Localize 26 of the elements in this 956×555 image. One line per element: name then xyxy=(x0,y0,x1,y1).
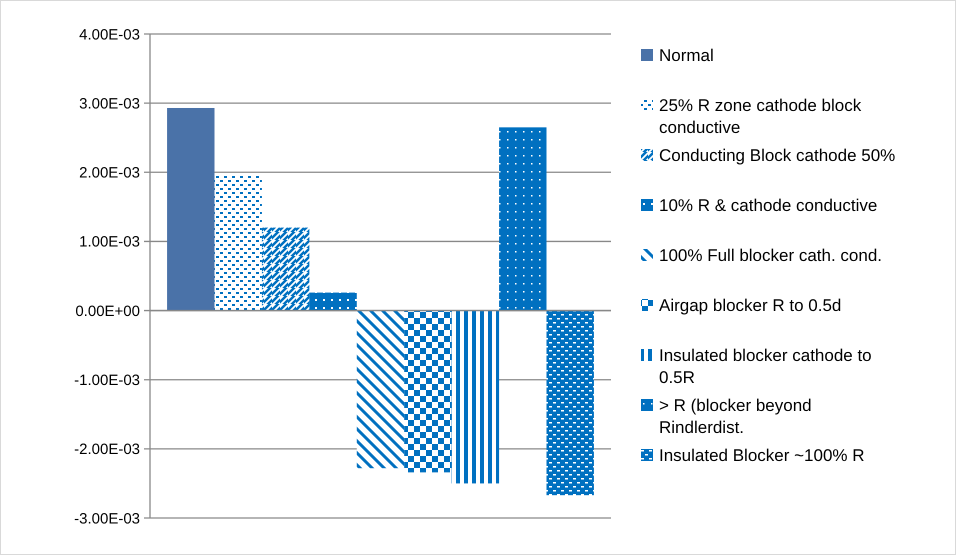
legend-label: 10% R & cathode conductive xyxy=(659,196,878,215)
y-tick-label: -3.00E-03 xyxy=(74,510,140,528)
bar xyxy=(499,127,546,311)
bar xyxy=(404,310,452,472)
y-tick-label: 4.00E-03 xyxy=(79,26,140,44)
legend-label: 100% Full blocker cath. cond. xyxy=(659,246,882,265)
legend-label: Airgap blocker R to 0.5d xyxy=(659,296,842,315)
bar xyxy=(309,292,357,311)
y-tick-label: 1.00E-03 xyxy=(79,234,140,251)
legend-label: > R (blocker beyond Rindlerdist. xyxy=(659,396,812,438)
y-tick-label: 0.00E+00 xyxy=(75,302,140,320)
bar xyxy=(452,310,500,484)
legend-label: Insulated blocker cathode to 0.5R xyxy=(659,346,872,388)
bar xyxy=(546,310,594,496)
y-tick-label: 3.00E-03 xyxy=(79,95,140,112)
legend-label: Insulated Blocker ~100% R xyxy=(659,446,865,465)
legend-label: 25% R zone cathode block conductive xyxy=(659,96,862,138)
y-tick-label: -2.00E-03 xyxy=(74,441,140,458)
y-tick-label: -1.00E-03 xyxy=(74,372,140,389)
bar xyxy=(167,108,214,311)
bar xyxy=(356,310,404,468)
legend-label: Conducting Block cathode 50% xyxy=(659,146,896,165)
bar xyxy=(214,176,262,311)
legend-label: Normal xyxy=(659,46,714,65)
bar xyxy=(262,228,310,311)
y-tick-label: 2.00E-03 xyxy=(79,164,140,182)
